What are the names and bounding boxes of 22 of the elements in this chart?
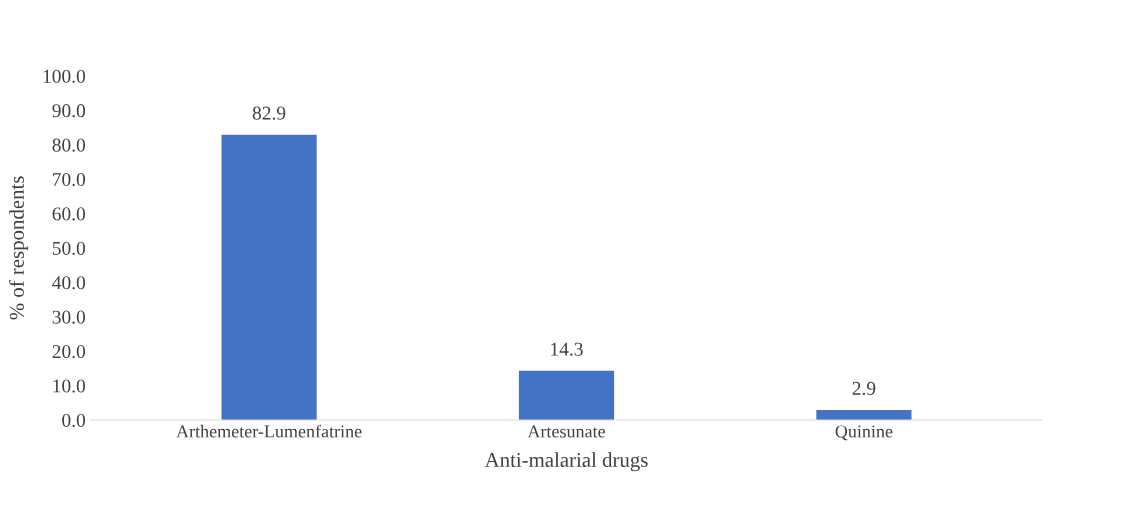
x-tick-label: Quinine bbox=[835, 425, 893, 441]
y-tick-label: 30.0 bbox=[52, 310, 86, 324]
y-tick-label: 10.0 bbox=[53, 379, 86, 393]
x-tick-label: Arthemeter-Lumenfatrine bbox=[176, 424, 362, 438]
y-tick-label: 40.0 bbox=[52, 276, 86, 290]
y-axis-title: % of respondents bbox=[9, 176, 29, 320]
y-tick-label: 50.0 bbox=[52, 241, 86, 255]
data-label: 2.9 bbox=[852, 381, 876, 396]
y-tick-label: 0.0 bbox=[62, 413, 86, 427]
y-tick-label: 20.0 bbox=[52, 344, 86, 359]
y-tick-label: 60.0 bbox=[52, 207, 86, 221]
data-label: 14.3 bbox=[551, 342, 583, 356]
y-tick-label: 80.0 bbox=[52, 138, 86, 152]
bar bbox=[518, 370, 615, 420]
bar bbox=[816, 410, 912, 420]
bar bbox=[221, 134, 317, 420]
y-tick-label: 90.0 bbox=[52, 104, 86, 118]
x-axis-title: Anti-malarial drugs bbox=[484, 452, 648, 472]
y-tick-label: 70.0 bbox=[53, 172, 86, 187]
x-tick-label: Artesunate bbox=[527, 425, 605, 438]
data-label: 82.9 bbox=[252, 106, 286, 120]
y-tick-label: 100.0 bbox=[43, 69, 86, 83]
